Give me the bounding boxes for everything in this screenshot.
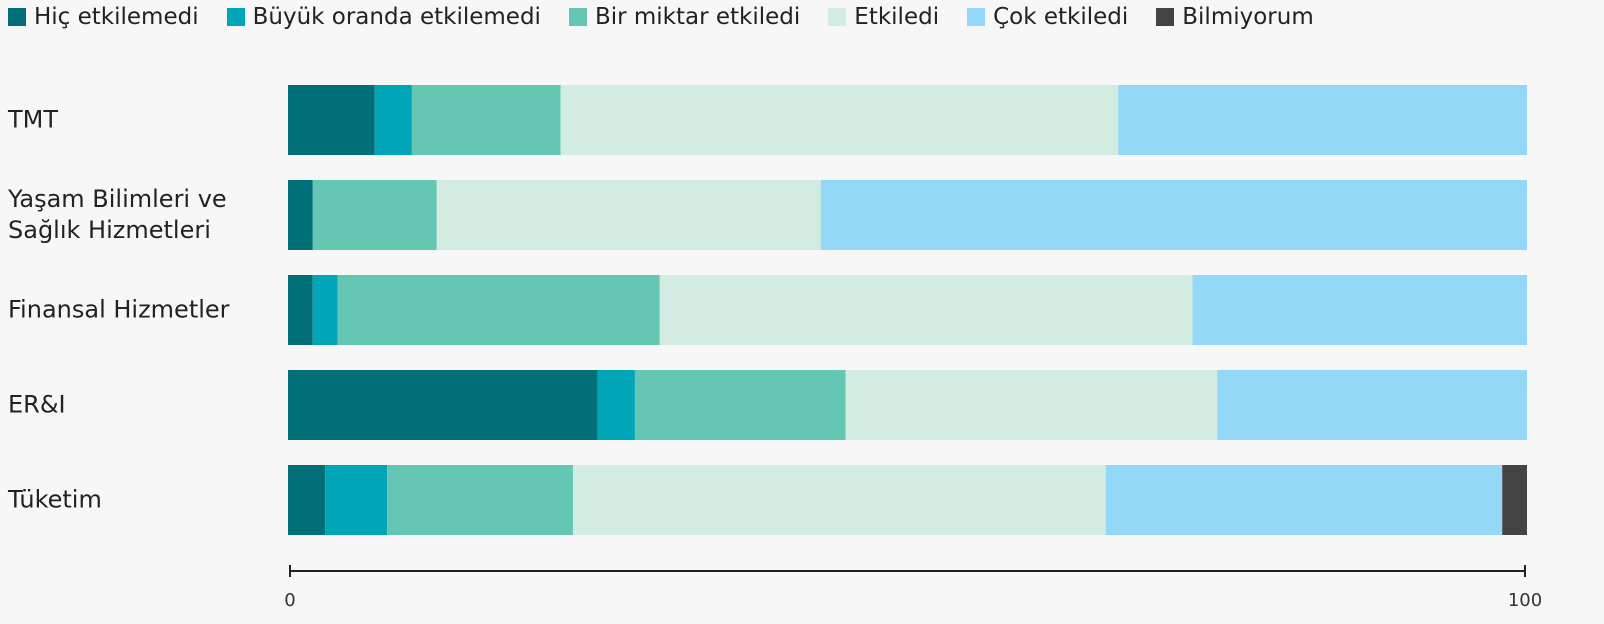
legend-label: Büyük oranda etkilemedi [252, 4, 541, 30]
legend-label: Hiç etkilemedi [34, 4, 199, 30]
bar-segment [634, 370, 846, 440]
legend-item: Çok etkiledi [967, 4, 1128, 30]
legend-swatch [226, 8, 245, 26]
legend-item: Büyük oranda etkilemedi [226, 4, 541, 30]
bar-segment [1105, 465, 1503, 535]
legend-swatch [967, 8, 986, 26]
bar-segment [845, 370, 1218, 440]
bar-segment [288, 180, 313, 250]
bar-segment [659, 275, 1193, 345]
bar-segment [288, 275, 313, 345]
bar-segment [288, 465, 326, 535]
legend: Hiç etkilemedi Büyük oranda etkilemedi Bir… [8, 4, 1314, 30]
x-tick-label: 0 [284, 590, 295, 611]
legend-label: Etkiledi [854, 4, 940, 30]
bar-segment [1192, 275, 1527, 345]
bar-segment [1217, 370, 1527, 440]
bar-segment [560, 85, 1119, 155]
bar-segment [325, 465, 388, 535]
legend-item: Bir miktar etkiledi [568, 4, 801, 30]
bar-segment [1502, 465, 1527, 535]
bar-segment [572, 465, 1106, 535]
legend-swatch [568, 8, 587, 26]
bar-segment [312, 275, 338, 345]
category-label: ER&I [8, 390, 66, 419]
legend-item: Bilmiyorum [1156, 4, 1314, 30]
x-tick-label: 100 [1508, 590, 1542, 611]
legend-swatch [828, 8, 847, 26]
bar-segment [411, 85, 561, 155]
bar-segment [387, 465, 573, 535]
bar-segment [597, 370, 635, 440]
bar-segment [312, 180, 437, 250]
bar-segment [288, 85, 375, 155]
category-label: TMT [8, 105, 59, 134]
bar-segment [436, 180, 821, 250]
legend-swatch [8, 8, 26, 26]
legend-label: Bilmiyorum [1182, 4, 1314, 30]
bar-segment [820, 180, 1527, 250]
legend-swatch [1156, 8, 1175, 26]
bar-segment [1118, 85, 1527, 155]
bar-segment [288, 370, 598, 440]
bar-segment [374, 85, 412, 155]
legend-label: Çok etkiledi [993, 4, 1129, 30]
legend-label: Bir miktar etkiledi [594, 4, 801, 30]
bar-segment [337, 275, 660, 345]
category-label: Tüketim [8, 485, 102, 514]
category-label: Yaşam Bilimleri ve Sağlık Hizmetleri [8, 185, 227, 244]
legend-item: Hiç etkilemedi [8, 4, 199, 30]
legend-item: Etkiledi [828, 4, 939, 30]
category-label: Finansal Hizmetler [8, 295, 230, 324]
